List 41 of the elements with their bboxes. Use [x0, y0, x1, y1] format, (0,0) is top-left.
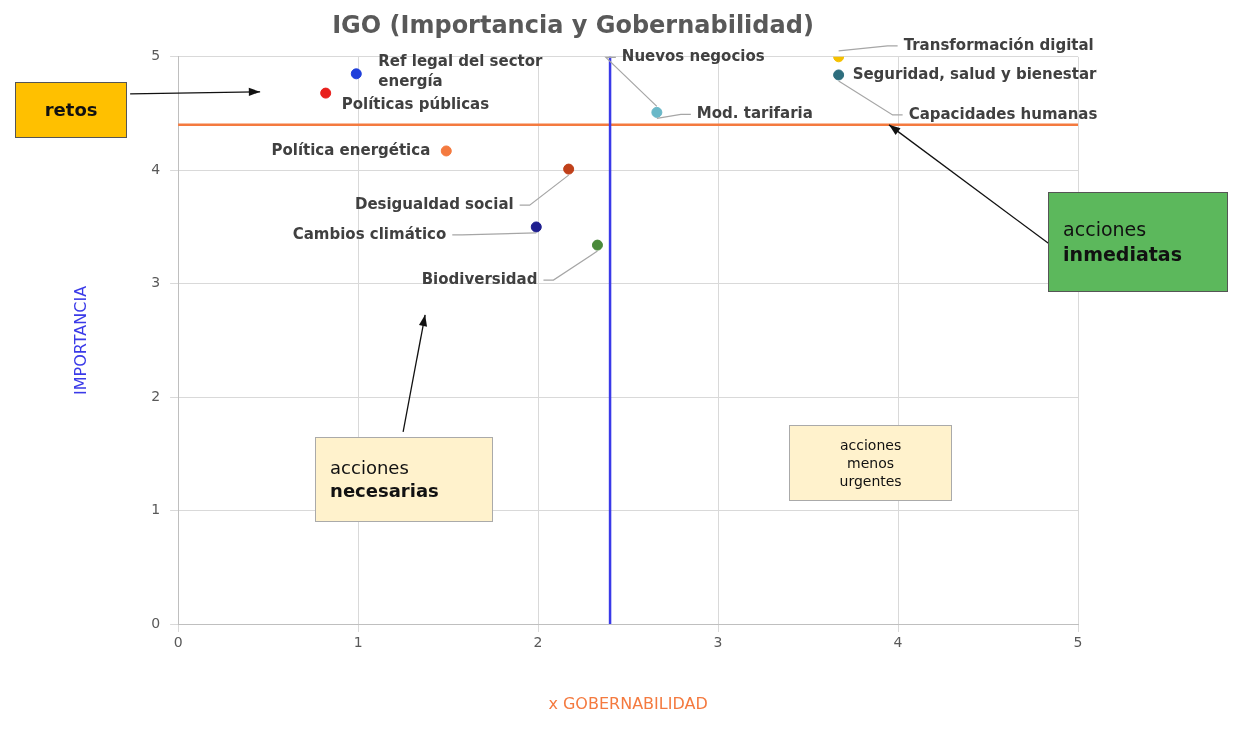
x-tick-label: 2	[533, 634, 543, 651]
x-tick-label: 5	[1073, 634, 1083, 651]
text: Desigualdad social	[354, 195, 514, 213]
text: Cambios climático	[292, 224, 447, 243]
text: Mod. tarifaria	[696, 104, 813, 123]
y-tick-label: 5	[151, 47, 161, 64]
point	[563, 163, 575, 175]
point	[350, 68, 362, 80]
annotation: acciones necesarias	[330, 455, 439, 503]
annotation: Capacidades humanas	[908, 104, 1098, 123]
y-axis-title: IMPORTANCIA	[70, 285, 90, 395]
annotation: acciones menos urgentes	[839, 435, 902, 491]
annotation: acciones inmediatas	[1063, 217, 1182, 267]
note-box: acciones menos urgentes	[789, 424, 953, 501]
point	[320, 87, 332, 99]
point	[440, 145, 452, 157]
x-tick-label: 3	[713, 634, 723, 651]
x-tick-label: 0	[173, 634, 183, 651]
y-tick-label: 3	[151, 274, 161, 291]
point	[591, 239, 603, 251]
y-tick-label: 1	[151, 501, 161, 518]
point	[833, 69, 845, 81]
note-box: acciones inmediatas	[1048, 191, 1229, 292]
text: Biodiversidad	[421, 270, 538, 288]
text: Transformación digital	[903, 35, 1094, 54]
x-tick-label: 4	[893, 634, 903, 651]
note-box: retos	[15, 81, 128, 138]
series-label: Ref legal del sector energía	[378, 51, 544, 90]
note-box: acciones necesarias	[315, 436, 494, 522]
chart-title: IGO (Importancia y Gobernabilidad)	[332, 10, 814, 39]
series-label: Política energética	[271, 140, 431, 159]
series-label: Políticas públicas	[341, 94, 490, 113]
point	[651, 106, 663, 118]
series-label: Seguridad, salud y bienestar	[852, 64, 1098, 83]
y-tick-label: 0	[151, 614, 161, 631]
y-tick-label: 2	[151, 387, 161, 404]
y-tick-label: 4	[151, 160, 161, 177]
point	[530, 221, 542, 233]
annotation: Nuevos negocios	[621, 47, 765, 66]
x-tick-label: 1	[353, 634, 363, 651]
x-axis-title: x GOBERNABILIDAD	[548, 693, 708, 713]
